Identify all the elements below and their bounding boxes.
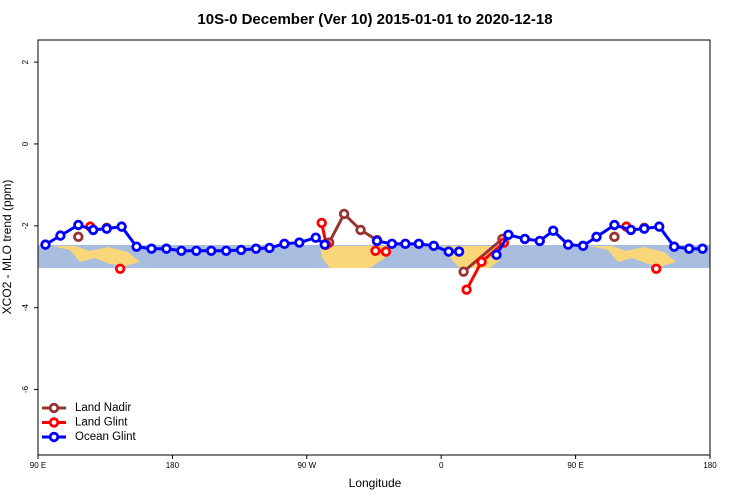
point (503, 229, 514, 241)
y-tick-label: -2 (21, 222, 30, 230)
point (250, 243, 262, 254)
point (562, 239, 574, 250)
point (639, 223, 650, 234)
x-tick-label: 90 E (567, 461, 583, 470)
point (220, 245, 232, 256)
point (413, 238, 424, 250)
point (279, 238, 290, 250)
x-tick-label: 180 (166, 461, 180, 470)
point (114, 263, 126, 274)
y-axis-label: XCO2 - MLO trend (ppm) (0, 180, 14, 315)
point (534, 235, 545, 247)
point (355, 224, 366, 236)
point (161, 243, 172, 254)
point (338, 208, 350, 220)
x-tick-label: 0 (439, 461, 444, 470)
point (428, 240, 439, 252)
land (590, 246, 676, 266)
point (116, 221, 127, 232)
point (88, 224, 99, 236)
point (625, 224, 637, 236)
point (380, 246, 392, 257)
point (683, 243, 695, 254)
point (191, 245, 202, 256)
point (235, 244, 247, 256)
chart-title: 10S-0 December (Ver 10) 2015-01-01 to 20… (197, 11, 552, 28)
point (370, 245, 381, 256)
point (73, 231, 84, 243)
point (461, 284, 472, 295)
point (386, 238, 398, 250)
point (73, 219, 84, 231)
plot-frame (37, 39, 711, 456)
y-tick-label: 2 (21, 59, 30, 64)
legend-label: Land Nadir (75, 402, 131, 414)
point (101, 223, 112, 234)
point (651, 263, 662, 274)
point (519, 233, 531, 245)
legend-marker (48, 417, 60, 428)
point (697, 243, 708, 254)
point (668, 241, 680, 252)
x-axis-label: Longitude (349, 476, 402, 490)
y-tick-label: -6 (21, 385, 30, 393)
y-tick-label: -4 (21, 304, 30, 312)
point (548, 225, 559, 236)
point (316, 217, 327, 229)
point (609, 219, 620, 231)
point (491, 249, 502, 261)
point (146, 243, 157, 254)
point (40, 239, 51, 250)
point (400, 238, 411, 250)
point (654, 221, 665, 232)
point (206, 245, 217, 256)
point (371, 235, 383, 247)
point (264, 242, 275, 254)
legend-marker (48, 402, 60, 414)
point (453, 246, 465, 257)
point (131, 241, 142, 252)
legend-label: Ocean Glint (75, 431, 137, 443)
legend: Land Nadir Land Glint Ocean Glint (42, 402, 137, 443)
point (319, 239, 330, 250)
point (591, 231, 602, 243)
y-tick-label: 0 (21, 141, 30, 146)
point (577, 240, 589, 252)
point (476, 256, 487, 268)
x-tick-label: 90 W (297, 461, 316, 470)
legend-label: Land Glint (75, 417, 128, 429)
point (458, 266, 469, 277)
x-tick-label: 180 (703, 461, 717, 470)
point (55, 230, 66, 241)
land (52, 246, 140, 266)
point (294, 237, 305, 248)
legend-marker (48, 431, 60, 443)
point (609, 231, 620, 243)
x-tick-label: 90 E (30, 461, 46, 470)
point (443, 246, 454, 257)
point (176, 245, 187, 256)
point (310, 232, 321, 243)
